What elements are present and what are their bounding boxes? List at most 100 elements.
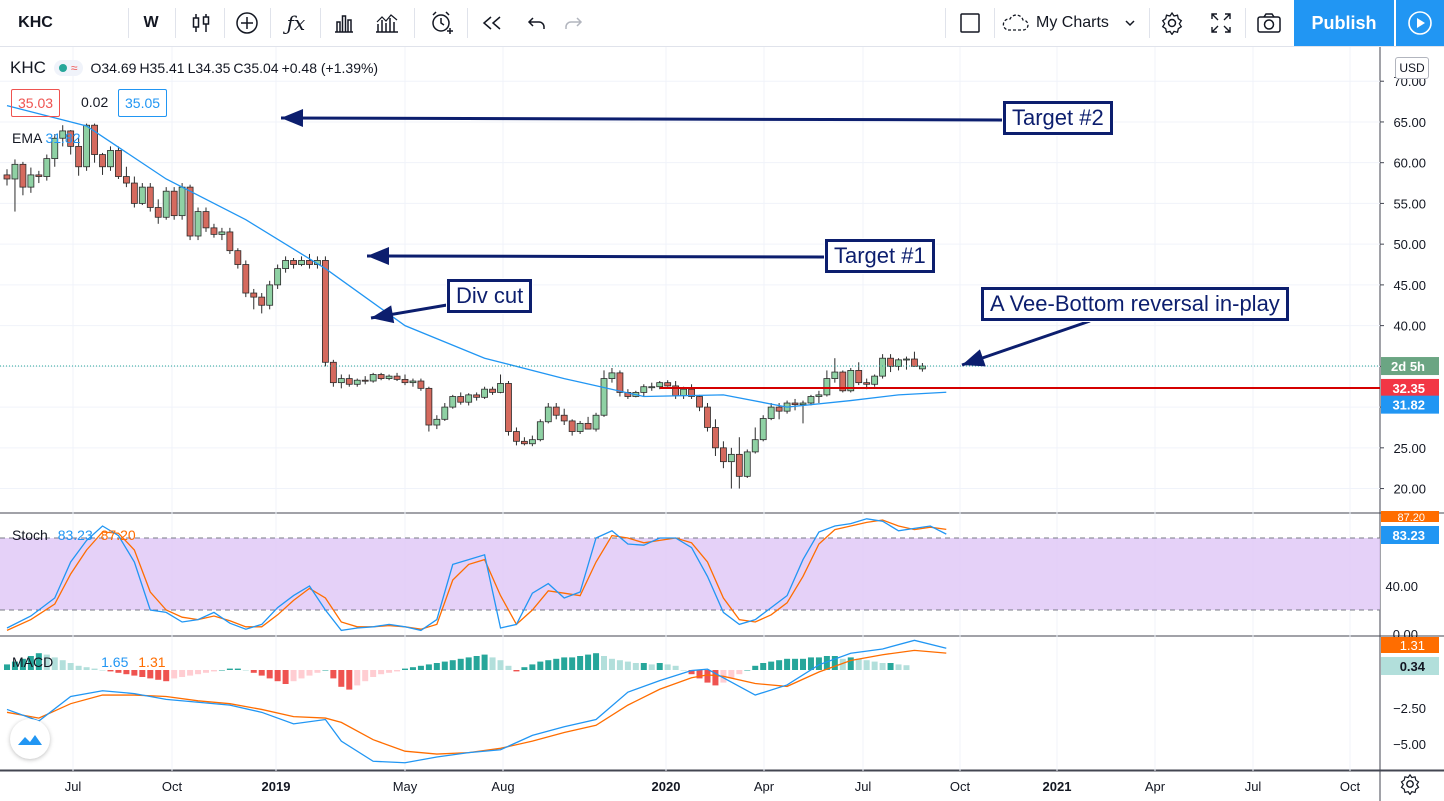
horizontal-line [0, 365, 1380, 389]
candle-body [290, 260, 297, 265]
arrow-target1-head [367, 247, 390, 266]
macd-signal-value: 1.31 [138, 654, 166, 670]
chart-canvas[interactable]: 20.0025.0030.0035.0040.0045.0050.0055.00… [0, 47, 1444, 801]
macd-histogram-bar [473, 656, 480, 670]
annotation-target1[interactable]: Target #1 [825, 239, 935, 273]
layout-icon[interactable] [952, 0, 988, 46]
candle-body [497, 383, 504, 393]
ask-price[interactable]: 35.05 [118, 89, 168, 117]
candle-body [576, 422, 584, 432]
candle-body [234, 250, 242, 265]
candle-body [178, 186, 186, 217]
candle-body [696, 396, 703, 408]
macd-histogram-bar [362, 670, 369, 682]
fullscreen-icon[interactable] [1203, 0, 1239, 46]
my-charts-button[interactable]: My Charts [1000, 0, 1142, 46]
divider [994, 8, 995, 38]
candle-body [799, 402, 807, 406]
stoch-tick-label: 40.00 [1385, 579, 1418, 594]
play-icon[interactable] [1396, 0, 1444, 46]
macd-histogram-bar [441, 661, 448, 670]
alerts-icon[interactable] [422, 0, 462, 46]
macd-histogram-bar [513, 670, 520, 672]
candle-body [194, 211, 202, 237]
macd-histogram-bar [489, 657, 496, 670]
candles-icon[interactable] [183, 0, 219, 46]
add-compare-icon[interactable] [230, 0, 264, 46]
currency-label[interactable]: USD [1395, 57, 1429, 79]
candle-body [433, 418, 441, 426]
annotation-target2[interactable]: Target #2 [1003, 101, 1113, 135]
undo-icon[interactable] [519, 0, 555, 46]
divider [224, 8, 225, 38]
legend-controls[interactable]: ≈ [53, 60, 83, 76]
publish-label: Publish [1311, 12, 1377, 33]
time-tick-label: Apr [1145, 779, 1166, 794]
macd-histogram-bar [704, 670, 711, 683]
bid-price[interactable]: 35.03 [11, 89, 61, 117]
candle-body [369, 374, 377, 382]
symbol-search-button[interactable]: KHC [8, 0, 63, 46]
countdown-badge-bg [1381, 357, 1439, 376]
candle-body [863, 382, 871, 385]
macd-histogram-bar [688, 670, 695, 675]
replay-icon[interactable] [474, 0, 510, 46]
annotation-divcut[interactable]: Div cut [447, 279, 533, 313]
camera-icon[interactable] [1250, 0, 1288, 46]
macd-legend[interactable]: MACD 1.65 1.31 [12, 654, 166, 670]
divider [414, 8, 415, 38]
chart-ideas-icon[interactable] [368, 0, 406, 46]
interval-button[interactable]: W [135, 0, 167, 46]
publish-button[interactable]: Publish [1294, 0, 1394, 46]
candle-body [815, 394, 823, 397]
macd-histogram-bar [234, 668, 241, 670]
macd-histogram-bar [346, 670, 353, 690]
macd-histogram-bar [784, 658, 791, 670]
candle-body [552, 406, 560, 416]
macd-histogram-bar [163, 670, 170, 682]
legend-high: H35.41 [139, 60, 185, 76]
chart-background [0, 47, 1444, 801]
legend-low: L34.35 [187, 60, 231, 76]
macd-histogram-bar [35, 653, 42, 670]
settings-icon[interactable] [1154, 0, 1190, 46]
macd-histogram-bar [91, 668, 98, 670]
ema-legend[interactable]: EMA 31.82 [12, 130, 81, 146]
candle-body [123, 176, 130, 184]
macd-histogram-bar [656, 663, 663, 670]
legend-symbol[interactable]: KHC [10, 58, 46, 77]
candle-body [688, 388, 695, 397]
macd-value: 1.65 [101, 654, 129, 670]
candle-body [489, 388, 496, 393]
stoch-legend[interactable]: Stoch 83.23 87.20 [12, 527, 136, 543]
indicators-icon[interactable]: ƒx [286, 11, 306, 35]
macd-histogram-bar [792, 658, 799, 670]
macd-histogram-bar [863, 660, 870, 670]
legend-open: O34.69 [90, 60, 137, 76]
divider [467, 8, 468, 38]
candle-body [568, 420, 576, 432]
macd-histogram-bar [266, 670, 273, 679]
macd-histogram-bar [744, 670, 751, 671]
annotation-vee[interactable]: A Vee-Bottom reversal in-play [981, 287, 1289, 321]
redo-icon[interactable] [555, 0, 591, 46]
macd-histogram-bar [115, 670, 122, 673]
candle-body [767, 406, 775, 419]
macd-histogram-bar [322, 670, 329, 671]
macd-histogram-bar [59, 660, 66, 670]
divider [175, 8, 176, 38]
ema-price-badge-bg [1381, 395, 1439, 414]
macd-histogram-bar [218, 670, 225, 671]
templates-icon[interactable] [326, 0, 362, 46]
macd-histogram-bar [250, 670, 257, 673]
macd-histogram-bar [43, 654, 50, 670]
arrow-target2 [280, 116, 1004, 122]
settings-icon[interactable] [1399, 773, 1421, 796]
tradingview-logo[interactable] [10, 719, 50, 759]
macd-histogram-bar [760, 663, 767, 670]
candle-body [226, 231, 234, 252]
candle-body [911, 358, 918, 367]
candle-body [584, 422, 592, 430]
macd-signal-badge-bg [1381, 637, 1439, 653]
chevron-down-icon [1125, 20, 1135, 27]
